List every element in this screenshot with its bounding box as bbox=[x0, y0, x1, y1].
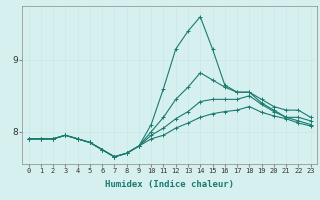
X-axis label: Humidex (Indice chaleur): Humidex (Indice chaleur) bbox=[105, 180, 234, 189]
